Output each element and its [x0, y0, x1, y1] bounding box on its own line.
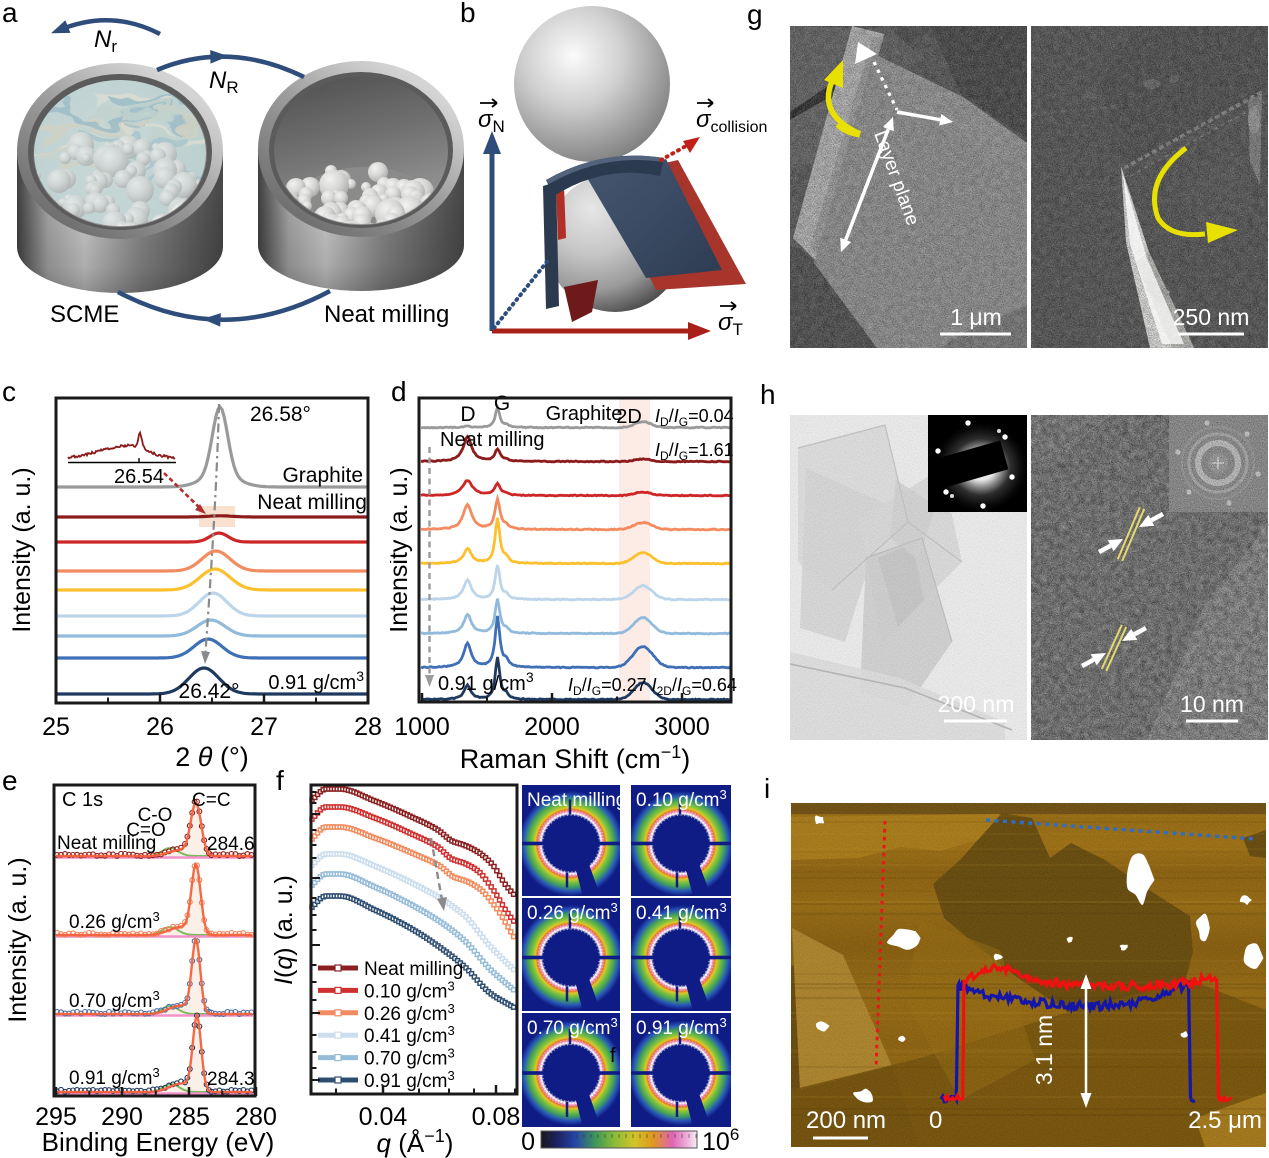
svg-text:0.91 g/cm3​: 0.91 g/cm3​ [364, 1068, 455, 1092]
svg-text:0.91 g/cm3​: 0.91 g/cm3​ [268, 668, 364, 694]
svg-text:28: 28 [354, 713, 382, 741]
svg-text:0.91 g/cm3​: 0.91 g/cm3​ [438, 669, 534, 695]
svg-text:0.70 g/cm3​: 0.70 g/cm3​ [69, 988, 160, 1012]
svg-text:ID​/IG​=1.61: ID​/IG​=1.61 [655, 440, 734, 463]
svg-text:200 nm: 200 nm [938, 691, 1015, 717]
svg-text:26.58°: 26.58° [250, 403, 311, 426]
svg-text:ID​/IG​=0.27 I2D​/IG​=0.64: ID​/IG​=0.27 I2D​/IG​=0.64 [568, 675, 737, 698]
svg-text:ID​/IG​=0.04: ID​/IG​=0.04 [655, 406, 734, 429]
svg-text:0.70 g/cm3​: 0.70 g/cm3​ [364, 1046, 455, 1070]
svg-text:d: d [391, 376, 407, 407]
svg-text:2D: 2D [616, 406, 642, 428]
svg-text:D: D [460, 403, 475, 426]
svg-text:Nr: Nr [94, 26, 117, 56]
svg-text:0.10 g/cm3​: 0.10 g/cm3​ [636, 787, 727, 811]
svg-text:3000: 3000 [654, 713, 710, 741]
svg-text:G: G [494, 392, 510, 415]
svg-text:Raman Shift (cm−1​): Raman Shift (cm−1​) [460, 742, 691, 774]
svg-text:i: i [764, 773, 770, 804]
svg-text:f: f [610, 1045, 616, 1067]
svg-text:I(q) (a. u.): I(q) (a. u.) [270, 875, 298, 985]
svg-text:q (Å−1​): q (Å−1​) [377, 1126, 454, 1158]
svg-text:C 1s: C 1s [62, 789, 103, 811]
svg-text:0.91 g/cm3​: 0.91 g/cm3​ [69, 1065, 160, 1089]
svg-text:Neat milling: Neat milling [57, 833, 156, 854]
svg-text:b: b [460, 0, 476, 28]
svg-text:26.42°: 26.42° [179, 680, 240, 703]
svg-text:0.26 g/cm3​: 0.26 g/cm3​ [527, 900, 618, 924]
svg-text:Neat milling: Neat milling [324, 301, 449, 328]
svg-text:0.70 g/cm3​: 0.70 g/cm3​ [527, 1015, 618, 1039]
svg-text:290: 290 [101, 1103, 143, 1131]
svg-text:25: 25 [42, 713, 70, 741]
svg-text:2 θ (°): 2 θ (°) [175, 742, 248, 772]
svg-text:0: 0 [521, 1128, 535, 1156]
svg-text:285: 285 [168, 1103, 210, 1131]
svg-text:Graphite: Graphite [546, 403, 623, 425]
svg-text:295: 295 [35, 1103, 77, 1131]
svg-text:SCME: SCME [50, 301, 119, 328]
svg-text:106​: 106​ [702, 1125, 739, 1156]
svg-text:Intensity (a. u.): Intensity (a. u.) [8, 467, 36, 632]
svg-text:Neat milling: Neat milling [257, 491, 367, 514]
svg-text:Binding Energy (eV): Binding Energy (eV) [42, 1127, 275, 1157]
svg-text:26: 26 [146, 713, 174, 741]
svg-text:2000: 2000 [524, 713, 580, 741]
svg-text:Intensity (a. u.): Intensity (a. u.) [4, 857, 32, 1022]
svg-text:27: 27 [250, 713, 278, 741]
svg-text:0.41 g/cm3​: 0.41 g/cm3​ [364, 1023, 455, 1047]
svg-text:Intensity (a. u.): Intensity (a. u.) [390, 467, 413, 632]
svg-text:a: a [2, 0, 18, 28]
svg-text:2.5 μm: 2.5 μm [1188, 1107, 1262, 1134]
svg-text:f: f [276, 765, 284, 796]
svg-text:1000: 1000 [394, 713, 450, 741]
svg-text:Neat milling: Neat milling [440, 429, 544, 451]
svg-text:0.91 g/cm3​: 0.91 g/cm3​ [636, 1015, 727, 1039]
svg-text:σN: σN [478, 106, 505, 136]
svg-text:Graphite: Graphite [282, 464, 363, 487]
svg-text:280: 280 [235, 1103, 277, 1131]
svg-text:c: c [2, 376, 16, 407]
svg-text:0.08: 0.08 [472, 1103, 521, 1131]
svg-text:0.26 g/cm3​: 0.26 g/cm3​ [364, 1001, 455, 1025]
svg-text:284.3: 284.3 [207, 1069, 255, 1090]
svg-text:NR: NR [209, 67, 239, 97]
svg-text:0.26 g/cm3​: 0.26 g/cm3​ [69, 909, 160, 933]
svg-text:0.04: 0.04 [359, 1103, 408, 1131]
svg-text:0.41 g/cm3​: 0.41 g/cm3​ [636, 900, 727, 924]
svg-text:0: 0 [929, 1107, 942, 1134]
svg-text:C=O: C=O [126, 820, 166, 841]
svg-text:h: h [760, 379, 776, 410]
svg-text:10 nm: 10 nm [1180, 691, 1244, 717]
svg-text:g: g [747, 0, 763, 30]
svg-text:Neat milling: Neat milling [364, 959, 463, 980]
svg-text:1 μm: 1 μm [950, 304, 1002, 330]
svg-text:250 nm: 250 nm [1173, 304, 1250, 330]
svg-text:284.6: 284.6 [207, 834, 255, 855]
svg-text:26.54: 26.54 [114, 466, 164, 488]
svg-text:0.10 g/cm3​: 0.10 g/cm3​ [364, 978, 455, 1002]
svg-text:C=C: C=C [192, 790, 231, 811]
svg-text:C-O: C-O [138, 805, 173, 826]
svg-text:Neat milling: Neat milling [527, 790, 626, 811]
svg-text:3.1 nm: 3.1 nm [1031, 1015, 1057, 1085]
svg-text:e: e [2, 765, 18, 796]
svg-text:200 nm: 200 nm [806, 1107, 886, 1134]
